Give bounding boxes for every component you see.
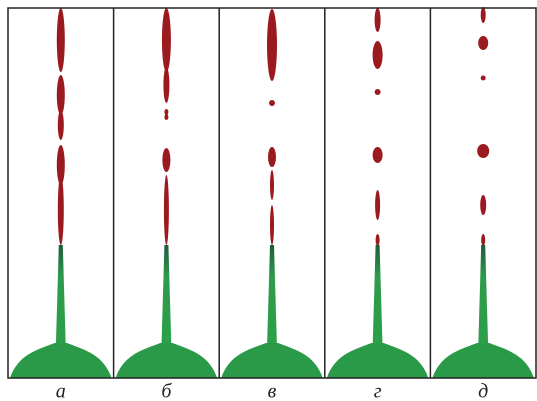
droplet (56, 145, 65, 185)
liquid-column (478, 245, 489, 348)
panel-label: в (268, 381, 277, 401)
droplet (481, 234, 486, 246)
panel-label: д (478, 381, 488, 401)
droplet (477, 144, 490, 158)
panels: а б в г д (10, 7, 534, 401)
droplet (56, 8, 65, 72)
droplet (270, 205, 274, 245)
droplet (375, 234, 380, 246)
frame (7, 7, 537, 379)
droplet (269, 100, 275, 106)
droplet (164, 109, 169, 115)
droplet (268, 147, 276, 167)
pool (10, 343, 112, 378)
droplet (374, 8, 381, 32)
panel-label: б (161, 381, 172, 401)
droplet (480, 75, 486, 81)
droplet (57, 110, 64, 140)
droplet (56, 75, 65, 115)
droplet (161, 8, 171, 72)
droplet (164, 114, 169, 120)
liquid-column (267, 245, 277, 348)
droplet (162, 148, 171, 172)
droplet (374, 89, 381, 95)
droplet (480, 7, 486, 23)
panel-label: г (374, 381, 382, 401)
droplet (375, 190, 381, 220)
droplet (372, 147, 383, 163)
pool (115, 343, 218, 378)
droplet (163, 175, 169, 245)
droplet (480, 195, 487, 215)
droplet (270, 170, 274, 200)
liquid-column (372, 245, 383, 348)
panel-label: а (56, 381, 66, 401)
liquid-column (55, 245, 66, 348)
droplet (163, 67, 170, 103)
pool (326, 343, 429, 378)
droplet (478, 36, 489, 50)
droplet (372, 41, 383, 69)
droplet (57, 175, 64, 245)
liquid-column (161, 245, 172, 348)
pool (221, 343, 323, 378)
pool (432, 343, 534, 378)
droplet (267, 9, 277, 81)
